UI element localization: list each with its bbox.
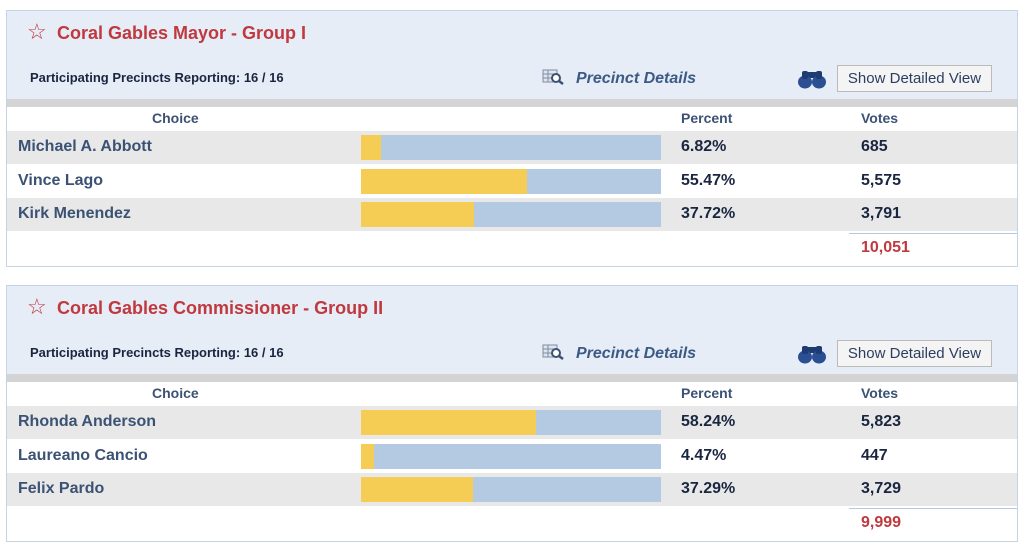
vote-share-fill xyxy=(361,443,375,469)
percent-header: Percent xyxy=(681,110,733,126)
race-panel: ☆ Coral Gables Commissioner - Group II P… xyxy=(6,285,1018,542)
candidate-name: Felix Pardo xyxy=(18,480,105,497)
candidate-row: Vince Lago 55.47% 5,575 xyxy=(7,165,1017,198)
star-favorite-icon[interactable]: ☆ xyxy=(27,19,47,44)
choice-header: Choice xyxy=(152,385,199,401)
race-header: ☆ Coral Gables Commissioner - Group II P… xyxy=(7,286,1017,374)
vote-share-fill xyxy=(361,202,475,227)
candidate-votes: 3,729 xyxy=(861,480,902,497)
total-divider xyxy=(849,508,1017,509)
show-detailed-view-button[interactable]: Show Detailed View xyxy=(837,65,992,92)
vote-share-fill xyxy=(361,168,528,194)
total-votes: 9,999 xyxy=(861,514,902,531)
candidate-votes: 3,791 xyxy=(861,205,902,222)
candidate-row: Felix Pardo 37.29% 3,729 xyxy=(7,473,1017,506)
candidate-name: Michael A. Abbott xyxy=(18,138,152,155)
candidate-votes: 447 xyxy=(861,446,888,464)
binoculars-icon xyxy=(798,346,826,364)
votes-header: Votes xyxy=(861,385,899,401)
vote-share-bar xyxy=(361,410,661,435)
candidate-votes: 685 xyxy=(861,138,888,155)
vote-share-fill xyxy=(361,135,382,160)
candidate-name: Laureano Cancio xyxy=(18,446,148,464)
vote-share-bar xyxy=(361,135,661,160)
binoculars-icon xyxy=(798,71,826,89)
candidate-votes: 5,575 xyxy=(861,171,902,189)
candidate-row: Laureano Cancio 4.47% 447 xyxy=(7,440,1017,473)
precinct-details-icon[interactable] xyxy=(542,344,564,360)
candidate-name: Vince Lago xyxy=(18,171,104,189)
star-favorite-icon[interactable]: ☆ xyxy=(27,294,47,319)
candidate-row: Michael A. Abbott 6.82% 685 xyxy=(7,131,1017,164)
candidate-percent: 55.47% xyxy=(681,171,736,189)
race-title: Coral Gables Mayor - Group I xyxy=(57,23,307,43)
race-title: Coral Gables Commissioner - Group II xyxy=(57,298,384,318)
vote-share-bar xyxy=(361,202,661,227)
candidate-percent: 4.47% xyxy=(681,446,727,464)
total-divider xyxy=(849,233,1017,234)
precincts-reporting: Participating Precincts Reporting: 16 / … xyxy=(30,70,284,85)
candidate-name: Rhonda Anderson xyxy=(18,413,157,430)
race-panel: ☆ Coral Gables Mayor - Group I Participa… xyxy=(6,10,1018,267)
candidate-name: Kirk Menendez xyxy=(18,205,131,222)
candidate-percent: 37.29% xyxy=(681,480,736,497)
divider xyxy=(7,374,1017,382)
choice-header: Choice xyxy=(152,110,199,126)
votes-header: Votes xyxy=(861,110,899,126)
precinct-details-icon[interactable] xyxy=(542,69,564,85)
candidate-percent: 37.72% xyxy=(681,205,736,222)
vote-share-bar xyxy=(361,168,661,194)
vote-share-bar xyxy=(361,477,661,502)
precincts-reporting: Participating Precincts Reporting: 16 / … xyxy=(30,345,284,360)
race-header: ☆ Coral Gables Mayor - Group I Participa… xyxy=(7,11,1017,99)
divider xyxy=(7,99,1017,107)
vote-share-fill xyxy=(361,477,473,502)
candidate-percent: 6.82% xyxy=(681,138,727,155)
candidate-row: Rhonda Anderson 58.24% 5,823 xyxy=(7,406,1017,439)
vote-share-fill xyxy=(361,410,536,435)
vote-share-bar xyxy=(361,443,661,469)
candidate-votes: 5,823 xyxy=(861,413,902,430)
percent-header: Percent xyxy=(681,385,733,401)
candidate-row: Kirk Menendez 37.72% 3,791 xyxy=(7,198,1017,231)
total-votes: 10,051 xyxy=(861,239,910,256)
precinct-details-link[interactable]: Precinct Details xyxy=(576,345,697,362)
candidate-percent: 58.24% xyxy=(681,413,736,430)
show-detailed-view-button[interactable]: Show Detailed View xyxy=(837,340,992,367)
precinct-details-link[interactable]: Precinct Details xyxy=(576,70,697,87)
